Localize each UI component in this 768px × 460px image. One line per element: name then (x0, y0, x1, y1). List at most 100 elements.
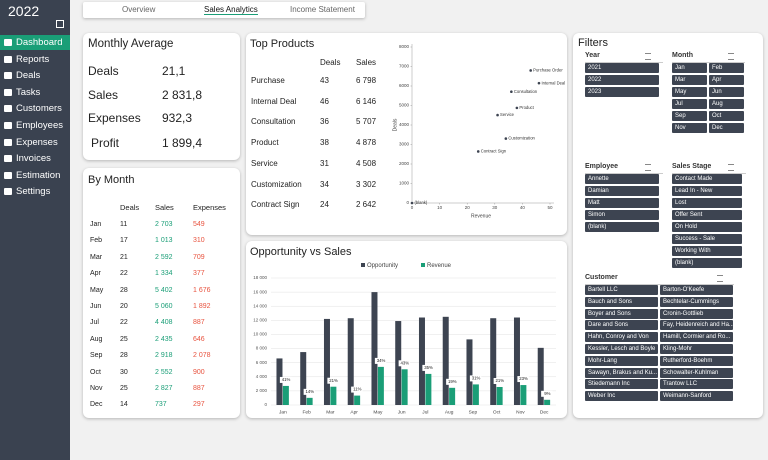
table-cell: Service (251, 158, 278, 168)
filter-button[interactable]: Jan (672, 63, 707, 73)
clear-filter-icon[interactable] (645, 53, 651, 60)
filter-button[interactable]: Annette (585, 174, 659, 184)
annotation: 19% (448, 379, 457, 384)
filter-button[interactable]: Nov (672, 123, 707, 133)
bar (472, 384, 479, 405)
tab[interactable]: Overview (122, 5, 156, 14)
filter-button[interactable]: Lead In - New (672, 186, 742, 196)
filter-button[interactable]: Dare and Sons (585, 320, 658, 331)
filter-button[interactable]: Sep (672, 111, 707, 121)
annotation-bg (303, 388, 316, 395)
tab[interactable]: Sales Analytics (204, 5, 258, 15)
bar (425, 373, 432, 405)
table-cell: Dec (90, 401, 103, 409)
table-cell: 887 (193, 385, 205, 392)
menu-item[interactable]: Invoices (0, 151, 70, 166)
menu-item[interactable]: Settings (0, 184, 70, 199)
clear-filter-icon[interactable] (728, 164, 734, 171)
filter-button[interactable]: Kessler, Lesch and Boyle (585, 344, 658, 354)
filter-button[interactable]: Jun (709, 87, 744, 97)
filter-button[interactable]: Boyer and Sons (585, 308, 658, 319)
filter-button[interactable]: Contact Made (672, 174, 742, 184)
menu-item[interactable]: Deals (0, 68, 70, 83)
filter-button[interactable]: Success - Sale (672, 234, 742, 244)
filter-button[interactable]: Cronin-Gottlieb (660, 308, 733, 319)
annotation-bg (327, 377, 339, 384)
table-cell: Purchase (251, 76, 285, 85)
filter-button[interactable]: Offer Sent (672, 210, 742, 220)
filter-button[interactable]: On Hold (672, 222, 742, 232)
menu-item[interactable]: Employees (0, 118, 70, 133)
filter-button[interactable]: Weber Inc (585, 391, 658, 402)
filter-button[interactable]: Aug (709, 99, 744, 109)
menu-item[interactable]: Estimation (0, 168, 70, 183)
panel-title: Filters (578, 37, 608, 49)
filter-button[interactable]: 2022 (585, 75, 659, 85)
filter-button[interactable]: (blank) (585, 222, 659, 232)
filter-button[interactable]: Apr (709, 75, 744, 85)
menu-item[interactable]: Dashboard (0, 35, 70, 50)
filter-button[interactable]: Hahn, Conroy and Von (585, 332, 658, 343)
filter-button[interactable]: Dec (709, 123, 744, 133)
filter-button[interactable]: Jul (672, 99, 707, 109)
clear-filter-icon[interactable] (645, 164, 651, 171)
clear-filter-icon[interactable] (728, 53, 734, 60)
filter-button[interactable]: Weimann-Sanford (660, 391, 733, 402)
y-tick-label: 6 000 (256, 360, 268, 365)
filter-button[interactable]: Lost (672, 198, 742, 208)
y-tick-label: 18 000 (253, 275, 267, 280)
filter-button[interactable]: Simon (585, 210, 659, 220)
x-tick-label: Jun (398, 409, 406, 415)
legend-swatch (421, 263, 425, 267)
table-cell: 38 (320, 138, 329, 148)
filter-button[interactable]: Matt (585, 198, 659, 208)
filter-button[interactable]: May (672, 87, 707, 97)
annotation: 35% (424, 365, 433, 370)
table-cell: 549 (193, 221, 205, 228)
table-cell: 1 334 (155, 270, 173, 278)
filter-button[interactable]: Schowalter-Kuhlman (660, 367, 733, 378)
y-tick-label: 0 (406, 200, 409, 205)
bar (401, 369, 408, 405)
filter-button[interactable]: Damian (585, 186, 659, 196)
bar (300, 352, 307, 405)
filter-button[interactable]: Working With (672, 246, 742, 256)
point (410, 201, 414, 205)
y-tick-label: 8000 (399, 44, 410, 49)
menu-item[interactable]: Reports (0, 52, 70, 67)
point (529, 69, 532, 72)
annotation-bg (374, 357, 387, 364)
filter-button[interactable]: Fay, Heidenreich and Ha... (660, 320, 733, 331)
x-tick-label: Jan (279, 409, 287, 415)
filter-button[interactable]: Rutherford-Boehm (660, 355, 733, 366)
menu-item[interactable]: Customers (0, 101, 70, 116)
filter-button[interactable]: Kling-Mohr (660, 344, 733, 354)
filter-button[interactable]: Feb (709, 63, 744, 73)
filter-button[interactable]: Stiedemann Inc (585, 379, 658, 390)
filter-button[interactable]: Bechtelar-Cummings (660, 296, 733, 307)
menu-item[interactable]: Tasks (0, 85, 70, 100)
tab[interactable]: Income Statement (290, 5, 355, 14)
filter-button[interactable]: Oct (709, 111, 744, 121)
filter-button[interactable]: Bartell LLC (585, 285, 658, 295)
annotation-bg (446, 378, 458, 385)
filter-button[interactable]: Mar (672, 75, 707, 85)
filter-button[interactable]: Mohr-Lang (585, 355, 658, 366)
point-label: Purchase Order (533, 68, 563, 73)
filter-button[interactable]: Sawayn, Brakus and Ku... (585, 367, 658, 378)
annotation-bg (517, 376, 529, 383)
filter-button[interactable]: 2021 (585, 63, 659, 73)
menu-item[interactable]: Expenses (0, 135, 70, 150)
filter-button[interactable]: Trantow LLC (660, 379, 733, 390)
filter-button[interactable]: Barton-O'Keefe (660, 285, 733, 295)
table-cell: 310 (193, 237, 205, 245)
filter-button[interactable]: 2023 (585, 87, 659, 97)
x-tick-label: Oct (493, 409, 501, 415)
filter-button[interactable]: Bauch and Sons (585, 296, 658, 307)
filter-button[interactable]: Hamill, Cormier and Ro... (660, 332, 733, 343)
clear-filter-icon[interactable] (717, 275, 723, 282)
filter-underline (585, 284, 734, 285)
monthly-average-panel (83, 33, 240, 160)
point (537, 81, 541, 85)
filter-button[interactable]: (blank) (672, 258, 742, 268)
